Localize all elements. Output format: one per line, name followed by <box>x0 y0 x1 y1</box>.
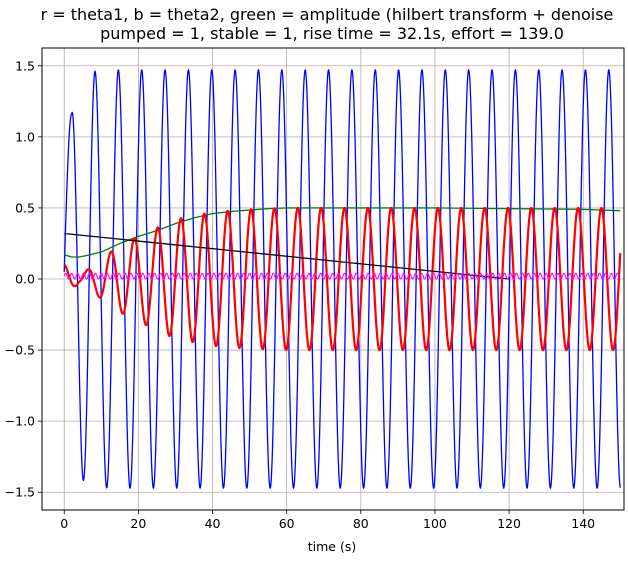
x-tick-label: 40 <box>205 516 221 531</box>
y-tick-label: 0.0 <box>15 272 35 287</box>
chart-title-line-1: r = theta1, b = theta2, green = amplitud… <box>41 5 614 24</box>
y-tick-label: −1.0 <box>5 414 35 429</box>
series-layer <box>63 68 622 490</box>
x-tick-label: 60 <box>279 516 295 531</box>
y-tick-label: −0.5 <box>5 343 35 358</box>
series-theta2-line <box>63 68 621 490</box>
x-axis-label: time (s) <box>308 539 356 554</box>
series-theta1-line <box>63 206 622 352</box>
x-tick-label: 20 <box>130 516 146 531</box>
y-tick-label: −1.5 <box>5 485 35 500</box>
x-tick-label: 0 <box>60 516 68 531</box>
chart-title-line-2: pumped = 1, stable = 1, rise time = 32.1… <box>100 24 564 43</box>
series-trend-line <box>64 232 510 280</box>
x-tick-label: 100 <box>423 516 447 531</box>
y-tick-label: 1.0 <box>15 129 35 144</box>
x-tick-label: 80 <box>353 516 369 531</box>
series-control-line <box>63 272 621 280</box>
y-axis: −1.5 −1.0 −0.5 0.0 0.5 1.0 1.5 <box>5 58 42 500</box>
y-tick-label: 1.5 <box>15 58 35 73</box>
y-tick-label: 0.5 <box>15 200 35 215</box>
x-axis: 0 20 40 60 80 100 120 140 <box>60 510 595 531</box>
x-tick-label: 140 <box>571 516 595 531</box>
x-tick-label: 120 <box>497 516 521 531</box>
